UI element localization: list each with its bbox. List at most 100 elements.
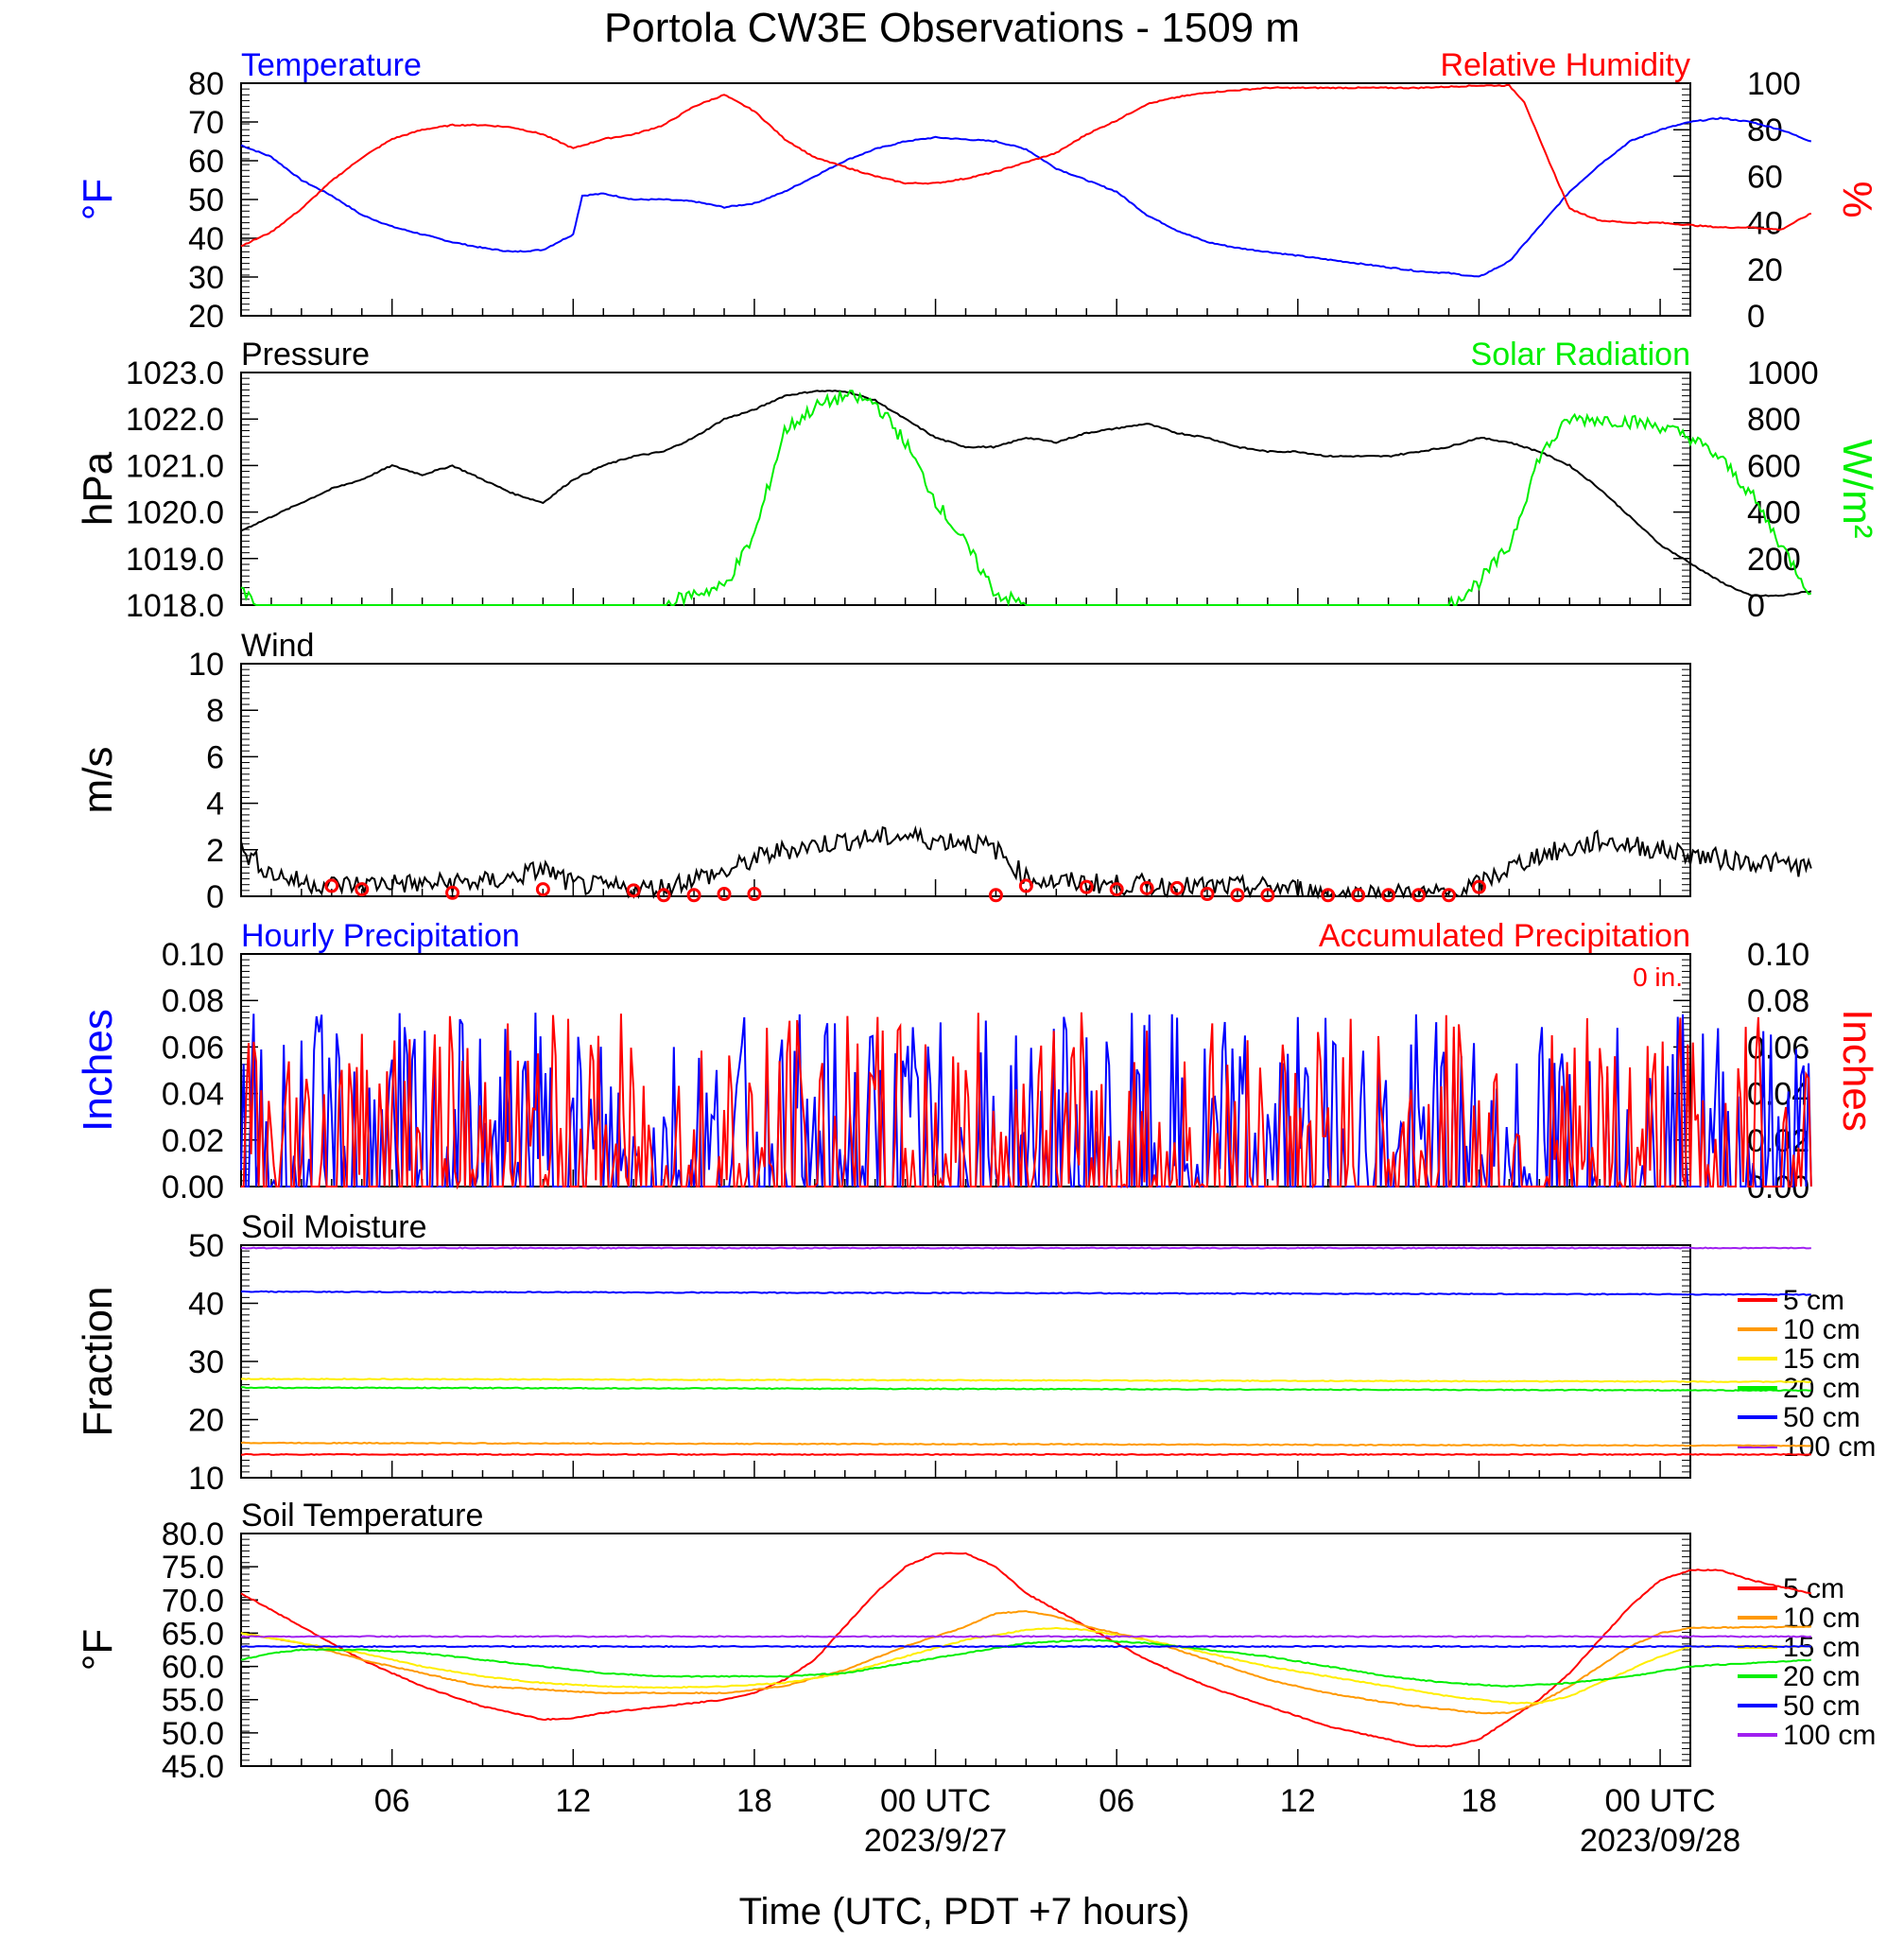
right-tick-label: 0.08 bbox=[1747, 983, 1809, 1019]
calm-wind-marker bbox=[988, 888, 1003, 903]
right-tick-label: 200 bbox=[1747, 542, 1801, 578]
right-unit-label: W/m² bbox=[1834, 439, 1880, 538]
panel-left-title: Soil Temperature bbox=[241, 1498, 483, 1534]
panel-frame bbox=[240, 372, 1691, 606]
y-tick-label: 0 bbox=[206, 879, 224, 915]
y-tick-label: 50 bbox=[188, 1228, 224, 1264]
panel-right-title: Accumulated Precipitation bbox=[1319, 918, 1690, 954]
panel-left-title: Wind bbox=[241, 628, 314, 664]
series-line-temperature bbox=[240, 116, 1812, 278]
series-line-20-cm bbox=[240, 1386, 1811, 1393]
panel-left-title: Pressure bbox=[241, 337, 370, 373]
y-tick-label: 20 bbox=[188, 1403, 224, 1439]
calm-wind-marker bbox=[1260, 888, 1275, 903]
calm-wind-marker bbox=[1321, 888, 1336, 903]
series-line-50-cm bbox=[240, 1290, 1811, 1296]
calm-wind-marker bbox=[1471, 879, 1486, 894]
y-tick-label: 1018.0 bbox=[126, 588, 224, 624]
legend-label: 20 cm bbox=[1783, 1373, 1861, 1404]
y-tick-label: 75.0 bbox=[162, 1550, 224, 1586]
y-tick-label: 4 bbox=[206, 787, 224, 823]
calm-wind-marker bbox=[1018, 878, 1033, 893]
calm-wind-marker bbox=[1230, 888, 1245, 903]
y-tick-label: 60.0 bbox=[162, 1650, 224, 1686]
panel-left-title: Temperature bbox=[241, 47, 422, 83]
y-tick-label: 60 bbox=[188, 144, 224, 180]
legend-label: 15 cm bbox=[1783, 1343, 1861, 1375]
panel-frame bbox=[240, 1533, 1691, 1767]
calm-wind-marker bbox=[324, 878, 339, 893]
series-line-50-cm bbox=[241, 1644, 1811, 1649]
right-tick-label: 0.10 bbox=[1747, 937, 1809, 973]
x-tick-label: 06 bbox=[374, 1783, 410, 1819]
series-line-5-cm bbox=[240, 1551, 1812, 1748]
y-tick-label: 0.10 bbox=[162, 937, 224, 973]
x-date-label: 2023/9/27 bbox=[864, 1823, 1007, 1859]
calm-wind-marker bbox=[355, 882, 370, 897]
y-tick-label: 55.0 bbox=[162, 1683, 224, 1719]
y-tick-label: 0.08 bbox=[162, 983, 224, 1019]
calm-wind-marker bbox=[1411, 888, 1427, 903]
y-tick-label: 0.06 bbox=[162, 1030, 224, 1066]
y-tick-label: 80.0 bbox=[162, 1516, 224, 1552]
series-line-15-cm bbox=[240, 1626, 1811, 1705]
right-tick-label: 60 bbox=[1747, 159, 1783, 195]
right-tick-label: 1000 bbox=[1747, 355, 1819, 391]
legend-label: 10 cm bbox=[1783, 1314, 1861, 1345]
right-tick-label: 40 bbox=[1747, 206, 1783, 242]
left-unit-label: Fraction bbox=[75, 1287, 121, 1437]
y-tick-label: 10 bbox=[188, 1461, 224, 1497]
left-unit-label: Inches bbox=[75, 1009, 121, 1132]
panel-soil_temp: 45.050.055.060.065.070.075.080.0 Soil Tem… bbox=[75, 1498, 1876, 1785]
series-line-relative-humidity bbox=[240, 83, 1812, 248]
legend-label: 5 cm bbox=[1783, 1285, 1844, 1316]
x-tick-label: 00 UTC bbox=[880, 1783, 991, 1819]
panel-left-title: Soil Moisture bbox=[241, 1209, 427, 1245]
y-tick-label: 70.0 bbox=[162, 1583, 224, 1619]
y-tick-label: 0.00 bbox=[162, 1170, 224, 1205]
calm-wind-marker bbox=[656, 888, 671, 903]
panel-frame bbox=[240, 82, 1691, 317]
series-line-15-cm bbox=[240, 1378, 1811, 1383]
x-date-label: 2023/09/28 bbox=[1580, 1823, 1740, 1859]
y-tick-label: 30 bbox=[188, 260, 224, 296]
y-tick-label: 50.0 bbox=[162, 1716, 224, 1752]
calm-wind-marker bbox=[717, 887, 732, 902]
calm-wind-marker bbox=[1381, 888, 1396, 903]
series-line-10-cm bbox=[240, 1441, 1811, 1447]
y-tick-label: 8 bbox=[206, 693, 224, 729]
calm-wind-marker bbox=[686, 888, 701, 903]
y-tick-label: 20 bbox=[188, 299, 224, 335]
left-unit-label: °F bbox=[75, 179, 121, 220]
legend-label: 10 cm bbox=[1783, 1603, 1861, 1634]
right-tick-label: 0 bbox=[1747, 588, 1765, 624]
y-tick-label: 1020.0 bbox=[126, 495, 224, 531]
x-tick-label: 06 bbox=[1099, 1783, 1134, 1819]
x-tick-label: 12 bbox=[555, 1783, 591, 1819]
series-line-20-cm bbox=[240, 1638, 1812, 1688]
panel-frame bbox=[240, 663, 1691, 897]
right-unit-label: Inches bbox=[1834, 1009, 1880, 1132]
left-unit-label: °F bbox=[75, 1629, 121, 1671]
right-tick-label: 600 bbox=[1747, 448, 1801, 484]
legend-label: 50 cm bbox=[1783, 1690, 1861, 1722]
right-tick-label: 20 bbox=[1747, 252, 1783, 288]
y-tick-label: 45.0 bbox=[162, 1749, 224, 1785]
right-tick-label: 100 bbox=[1747, 66, 1801, 102]
calm-wind-marker bbox=[747, 887, 762, 902]
y-tick-label: 0.04 bbox=[162, 1077, 224, 1113]
x-axis-label: Time (UTC, PDT +7 hours) bbox=[739, 1891, 1190, 1932]
right-tick-label: 80 bbox=[1747, 113, 1783, 148]
calm-wind-marker bbox=[1351, 888, 1366, 903]
y-tick-label: 6 bbox=[206, 739, 224, 775]
legend-label: 100 cm bbox=[1783, 1720, 1876, 1751]
panel-right-title: Relative Humidity bbox=[1440, 47, 1690, 83]
y-tick-label: 10 bbox=[188, 647, 224, 683]
panel-right-title: Solar Radiation bbox=[1471, 337, 1690, 373]
right-tick-label: 800 bbox=[1747, 402, 1801, 438]
series-line-pressure bbox=[240, 390, 1812, 598]
left-unit-label: m/s bbox=[75, 747, 121, 814]
calm-wind-marker bbox=[1109, 882, 1124, 897]
